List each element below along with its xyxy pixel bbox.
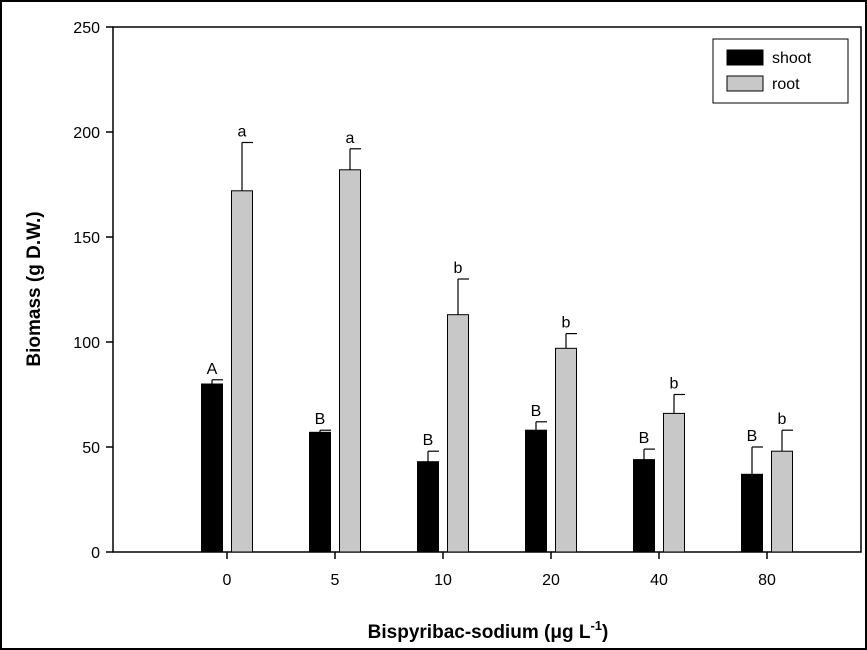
bar-root-3 xyxy=(555,347,577,553)
plot-area xyxy=(112,26,862,553)
bars: Aa Ba Bb Bb Bb Bb xyxy=(201,124,793,553)
bar-root-1 xyxy=(339,169,361,553)
bar-shoot-4 xyxy=(633,459,655,553)
significance-label-root-4: b xyxy=(670,376,679,393)
bar-root-0 xyxy=(231,190,253,553)
significance-label-shoot-2: B xyxy=(423,432,434,449)
significance-label-root-0: a xyxy=(238,124,247,141)
x-tick-label-2: 10 xyxy=(434,572,452,589)
y-tick-label-4: 200 xyxy=(73,125,100,142)
x-tick-label-0: 0 xyxy=(223,572,232,589)
legend: shoot root xyxy=(712,38,849,104)
plot-border xyxy=(112,26,862,553)
significance-label-root-2: b xyxy=(454,260,463,277)
bar-shoot-3 xyxy=(525,429,547,553)
y-axis: 0 50 100 150 200 250 xyxy=(73,20,113,562)
legend-swatch-root xyxy=(726,75,764,92)
significance-label-root-3: b xyxy=(562,315,571,332)
x-tick-label-4: 40 xyxy=(650,572,668,589)
x-tick-label-5: 80 xyxy=(758,572,776,589)
x-tick-label-3: 20 xyxy=(542,572,560,589)
bar-shoot-5 xyxy=(741,473,763,553)
y-tick-label-2: 100 xyxy=(73,335,100,352)
significance-label-shoot-0: A xyxy=(207,361,218,378)
y-tick-label-0: 0 xyxy=(91,545,100,562)
bar-root-2 xyxy=(447,314,469,553)
x-tick-label-1: 5 xyxy=(331,572,340,589)
x-axis-title-end: ) xyxy=(602,622,608,643)
legend-label-root: root xyxy=(772,76,800,93)
significance-label-shoot-4: B xyxy=(639,430,650,447)
x-axis: 0 5 10 20 40 80 xyxy=(223,552,776,589)
y-tick-label-5: 250 xyxy=(73,20,100,37)
significance-label-shoot-3: B xyxy=(531,403,542,420)
bar-shoot-1 xyxy=(309,431,331,553)
significance-label-root-1: a xyxy=(346,130,355,147)
y-axis-title: Biomass (g D.W.) xyxy=(24,211,45,366)
bar-root-4 xyxy=(663,412,685,553)
y-tick-label-1: 50 xyxy=(82,440,100,457)
x-axis-title: Bispyribac-sodium (μg L-1) xyxy=(368,618,609,643)
bar-root-5 xyxy=(771,450,793,553)
y-tick-label-3: 150 xyxy=(73,230,100,247)
legend-label-shoot: shoot xyxy=(772,50,812,67)
x-axis-title-main: Bispyribac-sodium (μg L xyxy=(368,622,591,643)
x-axis-title-superscript: -1 xyxy=(590,618,602,633)
significance-label-shoot-1: B xyxy=(315,411,326,428)
bar-shoot-0 xyxy=(201,383,223,553)
significance-label-root-5: b xyxy=(778,411,787,428)
significance-label-shoot-5: B xyxy=(747,428,758,445)
bar-shoot-2 xyxy=(417,461,439,553)
legend-box xyxy=(712,38,849,104)
legend-swatch-shoot xyxy=(726,49,764,66)
